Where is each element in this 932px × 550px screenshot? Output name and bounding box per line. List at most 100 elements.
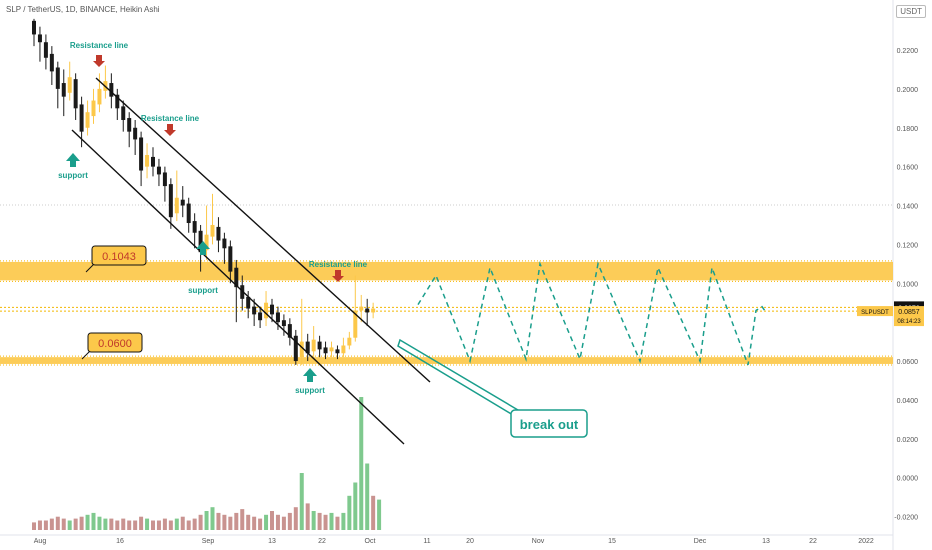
y-tick-label: 0.2200 bbox=[897, 48, 919, 55]
candle-body bbox=[258, 312, 263, 321]
candle-body bbox=[115, 94, 120, 109]
candle-body bbox=[174, 197, 179, 214]
volume-bar bbox=[103, 518, 108, 530]
candle-body bbox=[133, 127, 138, 140]
x-tick-label: 22 bbox=[318, 538, 326, 545]
x-tick-label: 16 bbox=[116, 538, 124, 545]
candle-body bbox=[109, 83, 114, 97]
x-tick-label: 22 bbox=[809, 538, 817, 545]
candle-body bbox=[335, 349, 340, 354]
support-arrow-icon bbox=[303, 368, 317, 382]
volume-bar bbox=[180, 516, 185, 530]
volume-bar bbox=[281, 516, 286, 530]
candle-body bbox=[55, 67, 60, 89]
volume-bar bbox=[299, 473, 304, 530]
volume-bar bbox=[127, 520, 132, 530]
x-tick-label: Nov bbox=[532, 538, 545, 545]
volume-bar bbox=[133, 520, 138, 530]
candle-body bbox=[234, 267, 239, 288]
volume-bar bbox=[353, 482, 358, 530]
candle-body bbox=[204, 234, 209, 251]
resistance-arrow-icon bbox=[164, 124, 176, 136]
volume-bar bbox=[121, 518, 126, 530]
candle-body bbox=[305, 341, 310, 354]
candle-body bbox=[347, 337, 352, 346]
volume-bar bbox=[341, 512, 346, 530]
channel-line-upper bbox=[95, 77, 431, 383]
candle-body bbox=[264, 302, 269, 319]
volume-bar bbox=[377, 499, 382, 530]
volume-bar bbox=[252, 516, 257, 530]
volume-bar bbox=[55, 516, 60, 530]
volume-bar bbox=[67, 520, 72, 530]
candle-body bbox=[121, 106, 126, 120]
candle-body bbox=[151, 156, 155, 167]
zone-tag-lower-box bbox=[87, 332, 143, 353]
y-tick-label: 0.0400 bbox=[897, 398, 919, 405]
volume-bar bbox=[192, 518, 197, 530]
volume-bar bbox=[359, 397, 364, 530]
volume-bar bbox=[371, 495, 376, 530]
y-tick-label: 0.0200 bbox=[897, 437, 919, 444]
volume-bar bbox=[168, 520, 173, 530]
candle-body bbox=[67, 77, 72, 93]
candle-body bbox=[228, 246, 233, 272]
zone-band bbox=[0, 357, 893, 364]
candle-body bbox=[180, 199, 185, 206]
volume-bar bbox=[347, 495, 352, 530]
volume-bar bbox=[139, 516, 144, 530]
volume-bar bbox=[32, 522, 36, 530]
candle-body bbox=[270, 304, 274, 315]
volume-bar bbox=[204, 511, 209, 530]
support-arrow-icon bbox=[196, 241, 210, 255]
y-tick-label: 0.1200 bbox=[897, 242, 919, 249]
volume-bar bbox=[145, 518, 150, 530]
currency-button[interactable]: USDT bbox=[896, 5, 926, 18]
candle-body bbox=[73, 79, 78, 109]
candle-body bbox=[323, 347, 328, 354]
candle-body bbox=[287, 324, 292, 338]
candle-body bbox=[162, 172, 167, 187]
y-tick-label: 0.1800 bbox=[897, 126, 919, 133]
volume-bar bbox=[37, 520, 42, 530]
volume-bar bbox=[222, 514, 227, 530]
candle-body bbox=[246, 296, 251, 309]
zone-tag-upper-box bbox=[91, 245, 147, 266]
zone-tag-lower-leader bbox=[81, 350, 91, 360]
y-tick-label: 0.1600 bbox=[897, 165, 919, 172]
zone-tag-upper-leader bbox=[85, 263, 95, 273]
candle-body bbox=[49, 53, 54, 72]
volume-bar bbox=[287, 512, 292, 530]
x-tick-label: 15 bbox=[608, 538, 616, 545]
candle-body bbox=[192, 221, 197, 233]
candle-body bbox=[139, 137, 144, 171]
y-tick-label: 0.0000 bbox=[897, 476, 919, 483]
volume-bar bbox=[91, 512, 96, 530]
y-tick-label: -0.0200 bbox=[894, 515, 918, 522]
candle-body bbox=[32, 20, 36, 35]
volume-bar bbox=[115, 520, 120, 530]
candle-body bbox=[43, 42, 48, 58]
breakout-pointer bbox=[397, 338, 519, 420]
volume-bar bbox=[264, 514, 269, 530]
volume-bar bbox=[240, 509, 245, 530]
candle-body bbox=[341, 345, 346, 354]
x-tick-label: 2022 bbox=[858, 538, 874, 545]
volume-bar bbox=[198, 514, 203, 530]
volume-bar bbox=[151, 520, 155, 530]
x-tick-label: 11 bbox=[423, 538, 430, 545]
candle-body bbox=[252, 306, 257, 315]
candle-body bbox=[61, 83, 66, 97]
candle-body bbox=[371, 308, 376, 313]
y-tick-label: 0.1400 bbox=[897, 204, 919, 211]
candle-body bbox=[222, 238, 227, 249]
breakout-label: break out bbox=[520, 417, 579, 432]
volume-bar bbox=[61, 518, 66, 530]
x-tick-label: 20 bbox=[466, 538, 474, 545]
candle-body bbox=[186, 203, 191, 224]
volume-bar bbox=[305, 503, 310, 530]
volume-bar bbox=[85, 514, 90, 530]
candle-body bbox=[79, 104, 84, 132]
y-tick-label: 0.2000 bbox=[897, 87, 919, 94]
